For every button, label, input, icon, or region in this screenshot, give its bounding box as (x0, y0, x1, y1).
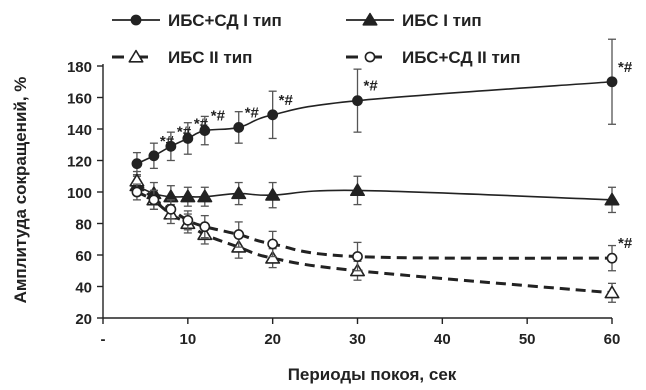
legend-label: ИБС+СД II тип (402, 48, 521, 67)
significance-annotation: *# (194, 115, 209, 132)
data-point (199, 125, 211, 136)
x-tick-label: 10 (179, 331, 196, 348)
data-point (349, 183, 366, 197)
data-point (165, 140, 177, 152)
legend-marker (130, 14, 142, 26)
data-point (352, 95, 363, 107)
legend-marker (128, 49, 144, 63)
x-tick-label: - (101, 331, 106, 348)
y-tick-label: 120 (67, 154, 92, 171)
legend-entry-3: ИБС II тип (112, 48, 252, 67)
y-tick-label: 60 (75, 248, 92, 265)
y-tick-label: 80 (75, 217, 92, 234)
significance-annotation: *# (245, 104, 260, 121)
series-line (136, 190, 613, 260)
data-point (267, 109, 279, 121)
legend-label: ИБС+СД I тип (168, 11, 282, 30)
significance-annotation: *# (618, 59, 633, 76)
significance-annotation: *# (364, 78, 379, 95)
data-point (182, 214, 194, 226)
data-point (165, 203, 177, 215)
legend-marker (362, 12, 378, 26)
data-point (131, 186, 143, 198)
series-line (136, 184, 613, 201)
significance-annotation: *# (160, 133, 175, 150)
legend-entry-2: ИБС I тип (346, 11, 482, 30)
data-point (233, 229, 245, 240)
data-point (606, 252, 618, 264)
data-point (148, 150, 160, 162)
legend-label: ИБС II тип (168, 48, 252, 67)
data-point (604, 285, 620, 299)
data-point (199, 221, 211, 233)
y-tick-label: 180 (67, 59, 92, 76)
series-2 (129, 175, 620, 214)
data-point (148, 194, 160, 206)
series-line (135, 179, 613, 295)
data-point (267, 238, 279, 250)
y-tick-label: 160 (67, 91, 92, 108)
series-line (136, 80, 613, 165)
data-point (131, 158, 143, 170)
data-point (606, 76, 618, 88)
legend-entry-4: ИБС+СД II тип (346, 48, 521, 67)
legend: ИБС+СД I тип ИБС I тип ИБС II тип ИБС+СД II… (112, 11, 521, 67)
data-point (197, 189, 213, 203)
legend-entry-1: ИБС+СД I тип (112, 11, 282, 30)
series-1: *#*# *# *# *#*#*#*# (131, 38, 633, 176)
x-tick-label: 20 (264, 331, 281, 348)
significance-annotation: *# (177, 123, 192, 140)
legend-marker (364, 51, 376, 63)
data-point (182, 133, 194, 144)
y-axis-label: Амплитуда сокращений, % (11, 77, 30, 304)
legend-label: ИБС I тип (402, 11, 482, 30)
significance-annotation: *# (279, 92, 294, 109)
x-tick-label: 60 (604, 331, 621, 348)
data-point (265, 250, 281, 264)
x-axis-label: Периоды покоя, сек (288, 365, 457, 384)
x-tick-label: 30 (349, 331, 366, 348)
data-point (604, 192, 620, 206)
x-tick-label: 50 (519, 331, 536, 348)
x-tick-label: 40 (434, 331, 451, 348)
y-tick-label: 100 (67, 185, 92, 202)
significance-annotation: *# (211, 108, 226, 125)
y-tick-label: 140 (67, 122, 92, 139)
data-point (265, 187, 281, 201)
data-point (231, 186, 247, 200)
y-tick-label: 20 (75, 311, 92, 328)
y-tick-label: 40 (75, 280, 92, 297)
data-point (352, 251, 363, 262)
significance-annotation: *# (618, 235, 633, 252)
data-point (180, 189, 196, 203)
series-4: *# (131, 183, 633, 272)
data-point (233, 122, 245, 133)
